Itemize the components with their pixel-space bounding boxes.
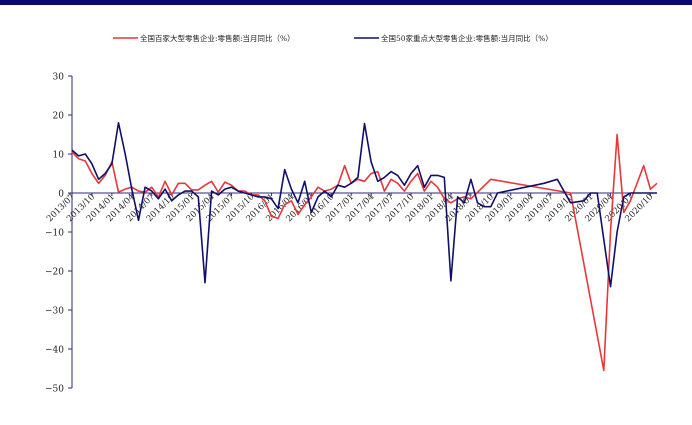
y-tick-label: −40 (45, 346, 64, 356)
x-axis: 2013/072013/102014/012014/042014/072014/… (45, 192, 657, 224)
top-bar (0, 0, 692, 5)
legend-label-series-2: 全国50家重点大型零售企业:零售额:当月同比（%） (381, 33, 553, 43)
legend: 全国百家大型零售企业:零售额:当月同比（%） 全国50家重点大型零售企业:零售额… (113, 33, 553, 43)
series-line-1 (71, 133, 658, 372)
y-tick-label: −10 (45, 229, 64, 239)
y-tick-label: −20 (45, 268, 64, 278)
y-tick-label: 10 (53, 151, 65, 161)
y-tick-label: −30 (45, 307, 64, 317)
series-line-2 (71, 122, 657, 288)
y-axis: 30 20 10 0 −10 −20 −30 −40 −50 (45, 73, 73, 395)
series-group (71, 122, 658, 372)
y-tick-label: −50 (45, 385, 64, 395)
y-tick-label: 20 (53, 112, 65, 122)
y-tick-label: 0 (58, 190, 64, 200)
legend-label-series-1: 全国百家大型零售企业:零售额:当月同比（%） (140, 33, 295, 43)
y-tick-label: 30 (53, 73, 65, 83)
